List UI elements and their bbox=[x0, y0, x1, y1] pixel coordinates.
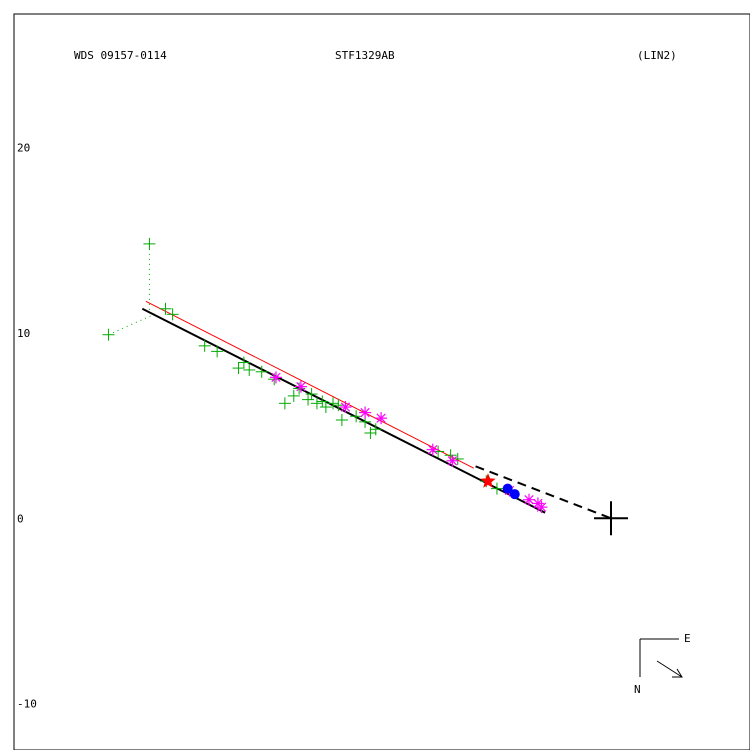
header-system-label: STF1329AB bbox=[335, 49, 395, 62]
rejected-links bbox=[108, 243, 159, 336]
speckle-star-point bbox=[480, 473, 496, 488]
compass-arrow-head bbox=[672, 668, 683, 678]
rejected-link-line bbox=[108, 312, 159, 336]
micrometer-point bbox=[326, 397, 339, 410]
micrometer-point bbox=[335, 414, 348, 427]
interferometric-point bbox=[523, 493, 536, 506]
micrometer-point bbox=[332, 399, 345, 412]
header-method-label: (LIN2) bbox=[637, 49, 677, 62]
compass-north-label: N bbox=[634, 683, 641, 696]
micrometer-point bbox=[232, 362, 245, 375]
y-tick-label: -10 bbox=[17, 698, 37, 711]
interferometric-point bbox=[339, 401, 352, 414]
micrometer-point bbox=[159, 302, 172, 315]
y-tick-label: 0 bbox=[17, 512, 24, 525]
micrometer-point bbox=[211, 345, 224, 358]
red-fit-line bbox=[145, 300, 475, 469]
interferometric-point bbox=[359, 406, 372, 419]
interferometric-point bbox=[375, 412, 388, 425]
compass-east-label: E bbox=[684, 632, 691, 645]
micrometer-point bbox=[319, 401, 332, 414]
micrometer-point bbox=[243, 363, 256, 376]
black-fit-line bbox=[141, 307, 546, 514]
primary-star-marker bbox=[593, 501, 628, 536]
micrometer-point bbox=[490, 482, 503, 495]
speckle-dot-point bbox=[509, 489, 520, 500]
compass: E N bbox=[634, 632, 691, 696]
micrometer-point bbox=[287, 389, 300, 402]
y-tick-labels: 20 10 0 -10 bbox=[17, 141, 37, 710]
micrometer-point bbox=[255, 365, 268, 378]
speckle-points bbox=[480, 473, 520, 500]
micrometer-point bbox=[143, 237, 156, 250]
y-tick-label: 20 bbox=[17, 141, 30, 154]
micrometer-point bbox=[166, 308, 179, 321]
micrometer-point bbox=[198, 339, 211, 352]
speckle-dot-point bbox=[502, 483, 513, 494]
header-wds-label: WDS 09157-0114 bbox=[74, 49, 167, 62]
interferometric-point bbox=[535, 501, 548, 514]
fit-lines bbox=[141, 300, 612, 520]
micrometer-point bbox=[369, 423, 382, 436]
compass-motion-arrow bbox=[656, 660, 683, 678]
interferometric-points bbox=[269, 371, 548, 514]
y-tick-label: 10 bbox=[17, 327, 30, 340]
micrometer-point bbox=[237, 356, 250, 369]
plot-frame bbox=[13, 13, 750, 750]
interferometric-point bbox=[446, 454, 459, 467]
interferometric-point bbox=[269, 371, 282, 384]
interferometric-point bbox=[426, 443, 439, 456]
micrometer-point bbox=[278, 397, 291, 410]
interferometric-point bbox=[294, 380, 307, 393]
micrometer-point bbox=[305, 388, 318, 401]
micrometer-point bbox=[102, 328, 115, 341]
micrometer-point bbox=[350, 410, 363, 423]
micrometer-point bbox=[310, 397, 323, 410]
dashed-link-line bbox=[475, 465, 612, 520]
